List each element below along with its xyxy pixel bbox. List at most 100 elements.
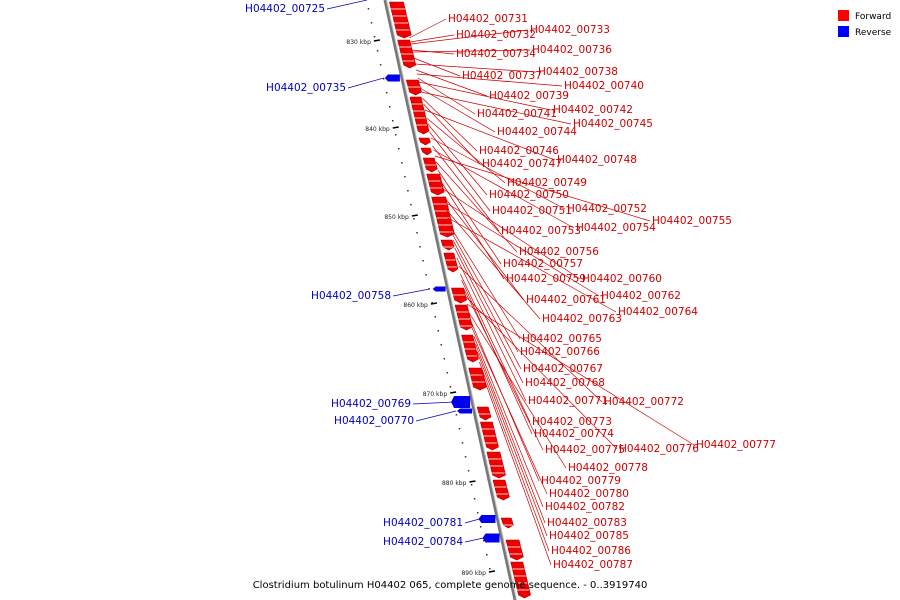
forward-gene-label[interactable]: H04402_00757: [503, 258, 583, 270]
reverse-gene-arrow: [432, 286, 446, 292]
axis-dot: [437, 330, 439, 332]
forward-gene-label[interactable]: H04402_00761: [526, 294, 606, 306]
forward-leader-line: [448, 217, 617, 313]
forward-leader-line: [420, 91, 572, 125]
forward-gene-label[interactable]: H04402_00762: [601, 290, 681, 302]
reverse-gene-label[interactable]: H04402_00758: [311, 290, 391, 302]
forward-gene-label[interactable]: H04402_00766: [520, 346, 600, 358]
forward-gene-label[interactable]: H04402_00765: [522, 333, 602, 345]
forward-leader-line: [410, 29, 529, 45]
forward-leader-line: [409, 18, 447, 39]
forward-gene-label[interactable]: H04402_00732: [456, 29, 536, 41]
forward-gene-block: [443, 252, 459, 273]
axis-dot: [486, 554, 488, 556]
axis-dot: [467, 470, 470, 472]
forward-gene-label[interactable]: H04402_00734: [456, 48, 536, 60]
forward-gene-block: [476, 406, 492, 421]
axis-dot: [470, 484, 473, 486]
reverse-gene-label[interactable]: H04402_00725: [245, 3, 325, 15]
forward-gene-label[interactable]: H04402_00745: [573, 118, 653, 130]
forward-gene-label[interactable]: H04402_00771: [528, 395, 608, 407]
forward-gene-label[interactable]: H04402_00733: [530, 24, 610, 36]
forward-gene-label[interactable]: H04402_00783: [547, 517, 627, 529]
forward-gene-label[interactable]: H04402_00736: [532, 44, 612, 56]
axis-tick-mark: [411, 214, 418, 217]
forward-gene-label[interactable]: H04402_00787: [553, 559, 633, 571]
forward-gene-label[interactable]: H04402_00777: [696, 439, 776, 451]
reverse-gene-label[interactable]: H04402_00770: [334, 415, 414, 427]
forward-gene-label[interactable]: H04402_00731: [448, 13, 528, 25]
forward-leader-line: [423, 103, 481, 165]
forward-gene-block: [486, 451, 506, 479]
forward-gene-label[interactable]: H04402_00740: [564, 80, 644, 92]
forward-leader-line: [421, 97, 478, 152]
forward-gene-label[interactable]: H04402_00785: [549, 530, 629, 542]
forward-gene-label[interactable]: H04402_00739: [489, 90, 569, 102]
forward-gene-label[interactable]: H04402_00748: [557, 154, 637, 166]
axis-dot: [489, 568, 491, 570]
forward-gene-label[interactable]: H04402_00764: [618, 306, 698, 318]
forward-leader-line: [414, 63, 537, 73]
forward-gene-label[interactable]: H04402_00774: [534, 428, 614, 440]
forward-leader-line: [473, 335, 544, 508]
forward-gene-label[interactable]: H04402_00750: [489, 189, 569, 201]
forward-gene-label[interactable]: H04402_00753: [501, 225, 581, 237]
reverse-leader-line: [347, 77, 384, 89]
forward-leader-line: [468, 311, 567, 469]
reverse-gene-arrow: [478, 515, 496, 523]
forward-gene-label[interactable]: H04402_00756: [519, 246, 599, 258]
forward-gene-label[interactable]: H04402_00760: [582, 273, 662, 285]
forward-gene-block: [426, 173, 445, 196]
forward-gene-label[interactable]: H04402_00746: [479, 145, 559, 157]
axis-dot: [392, 120, 394, 122]
forward-gene-label[interactable]: H04402_00772: [604, 396, 684, 408]
forward-gene-label[interactable]: H04402_00779: [541, 475, 621, 487]
forward-gene-label[interactable]: H04402_00778: [568, 462, 648, 474]
forward-gene-label[interactable]: H04402_00754: [576, 222, 656, 234]
forward-gene-label[interactable]: H04402_00737: [462, 70, 542, 82]
forward-gene-label[interactable]: H04402_00752: [567, 203, 647, 215]
axis-tick-label: 880 kbp: [442, 480, 467, 487]
axis-dot: [370, 22, 373, 24]
forward-gene-label[interactable]: H04402_00773: [532, 416, 612, 428]
forward-gene-block: [505, 539, 524, 561]
reverse-gene-label[interactable]: H04402_00735: [266, 82, 346, 94]
forward-gene-label[interactable]: H04402_00768: [525, 377, 605, 389]
forward-leader-line: [463, 287, 544, 451]
forward-leader-line: [481, 371, 552, 566]
forward-gene-label[interactable]: H04402_00763: [542, 313, 622, 325]
forward-gene-label[interactable]: H04402_00775: [545, 444, 625, 456]
forward-gene-label[interactable]: H04402_00749: [507, 177, 587, 189]
forward-gene-label[interactable]: H04402_00780: [549, 488, 629, 500]
forward-gene-label[interactable]: H04402_00782: [545, 501, 625, 513]
forward-leader-line: [432, 145, 500, 232]
forward-gene-label[interactable]: H04402_00741: [477, 108, 557, 120]
reverse-gene-label[interactable]: H04402_00781: [383, 517, 463, 529]
forward-gene-block: [440, 239, 455, 251]
forward-leader-line: [419, 87, 496, 133]
axis-dot: [413, 218, 415, 220]
forward-gene-label[interactable]: H04402_00738: [538, 66, 618, 78]
forward-gene-label[interactable]: H04402_00767: [523, 363, 603, 375]
axis-highlight: [386, 0, 517, 600]
forward-gene-label[interactable]: H04402_00776: [619, 443, 699, 455]
forward-gene-label[interactable]: H04402_00786: [551, 545, 631, 557]
forward-gene-label[interactable]: H04402_00742: [553, 104, 633, 116]
forward-gene-label[interactable]: H04402_00751: [492, 205, 572, 217]
forward-gene-label[interactable]: H04402_00759: [506, 273, 586, 285]
axis-tick-mark: [373, 39, 380, 42]
forward-leader-line: [452, 239, 522, 370]
forward-gene-label[interactable]: H04402_00747: [482, 158, 562, 170]
forward-gene-block: [431, 196, 455, 238]
reverse-gene-label[interactable]: H04402_00769: [331, 398, 411, 410]
forward-leader-line: [430, 137, 566, 210]
reverse-gene-label[interactable]: H04402_00784: [383, 536, 463, 548]
forward-gene-label[interactable]: H04402_00755: [652, 215, 732, 227]
forward-leader-line: [434, 155, 651, 222]
axis-dot: [425, 274, 427, 276]
axis-tick-label: 860 kbp: [403, 302, 428, 309]
axis-dot: [398, 148, 400, 150]
forward-gene-label[interactable]: H04402_00744: [497, 126, 577, 138]
